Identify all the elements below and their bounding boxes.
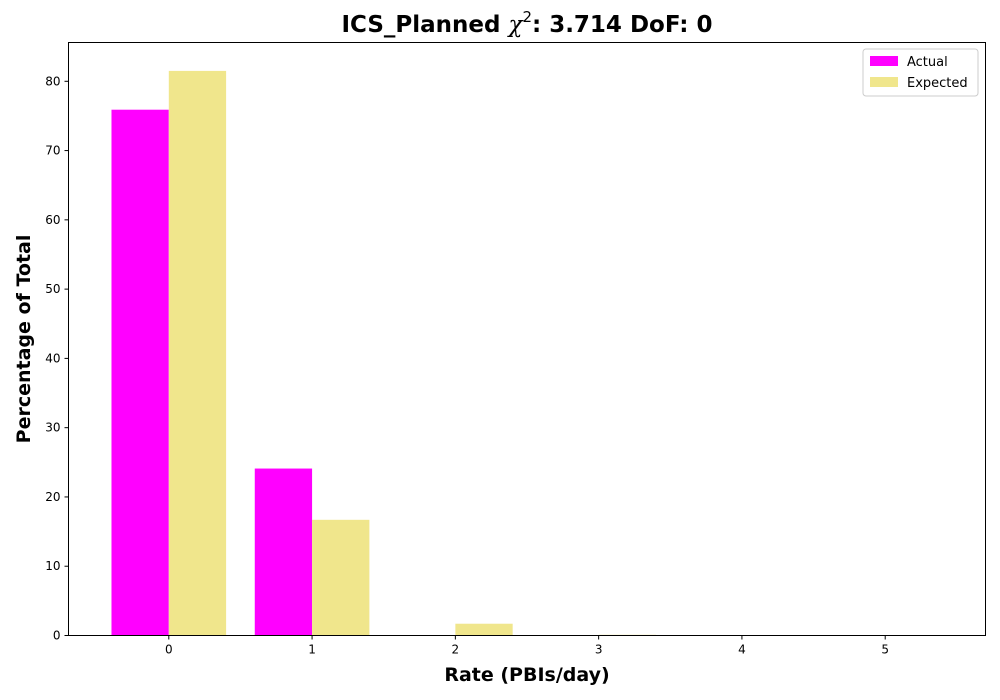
bars-group bbox=[111, 70, 656, 636]
y-tick-label: 40 bbox=[45, 351, 60, 365]
y-tick-label: 10 bbox=[45, 559, 60, 573]
y-axis: 0 10 20 30 40 50 60 70 80 bbox=[45, 74, 69, 643]
chart-title-prefix: ICS_Planned bbox=[341, 12, 508, 38]
plot-frame bbox=[68, 42, 986, 636]
chart-title-superscript: 2 bbox=[522, 8, 532, 26]
y-axis-label: Percentage of Total bbox=[13, 235, 35, 444]
x-tick-label: 4 bbox=[738, 643, 746, 657]
x-axis-label: Rate (PBIs/day) bbox=[444, 664, 609, 686]
y-tick-label: 50 bbox=[45, 282, 60, 296]
chart-title-chi-symbol: χ bbox=[507, 12, 525, 38]
x-tick-label: 2 bbox=[452, 643, 460, 657]
y-tick-label: 30 bbox=[45, 421, 60, 435]
bar-actual-0 bbox=[111, 109, 169, 636]
x-tick-label: 0 bbox=[165, 643, 173, 657]
y-tick-label: 20 bbox=[45, 490, 60, 504]
x-axis: 0 1 2 3 4 5 bbox=[165, 635, 889, 657]
legend: Actual Expected bbox=[862, 48, 979, 97]
bar-expected-1 bbox=[312, 519, 370, 636]
y-tick-label: 80 bbox=[45, 74, 60, 88]
chart-title: ICS_Planned χ2: 3.714 DoF: 0 bbox=[341, 8, 712, 38]
chart-title-suffix: : 3.714 DoF: 0 bbox=[532, 12, 713, 38]
legend-label-actual: Actual bbox=[907, 55, 948, 70]
x-tick-label: 5 bbox=[881, 643, 889, 657]
legend-swatch-actual bbox=[870, 56, 898, 66]
x-tick-label: 1 bbox=[308, 643, 316, 657]
bar-actual-1 bbox=[254, 468, 313, 636]
y-tick-label: 70 bbox=[45, 144, 60, 158]
legend-swatch-expected bbox=[870, 77, 898, 87]
bar-expected-0 bbox=[168, 70, 227, 636]
bar-expected-2 bbox=[455, 623, 513, 636]
legend-label-expected: Expected bbox=[907, 76, 968, 91]
y-tick-label: 0 bbox=[53, 629, 61, 643]
x-tick-label: 3 bbox=[595, 643, 603, 657]
y-tick-label: 60 bbox=[45, 213, 60, 227]
